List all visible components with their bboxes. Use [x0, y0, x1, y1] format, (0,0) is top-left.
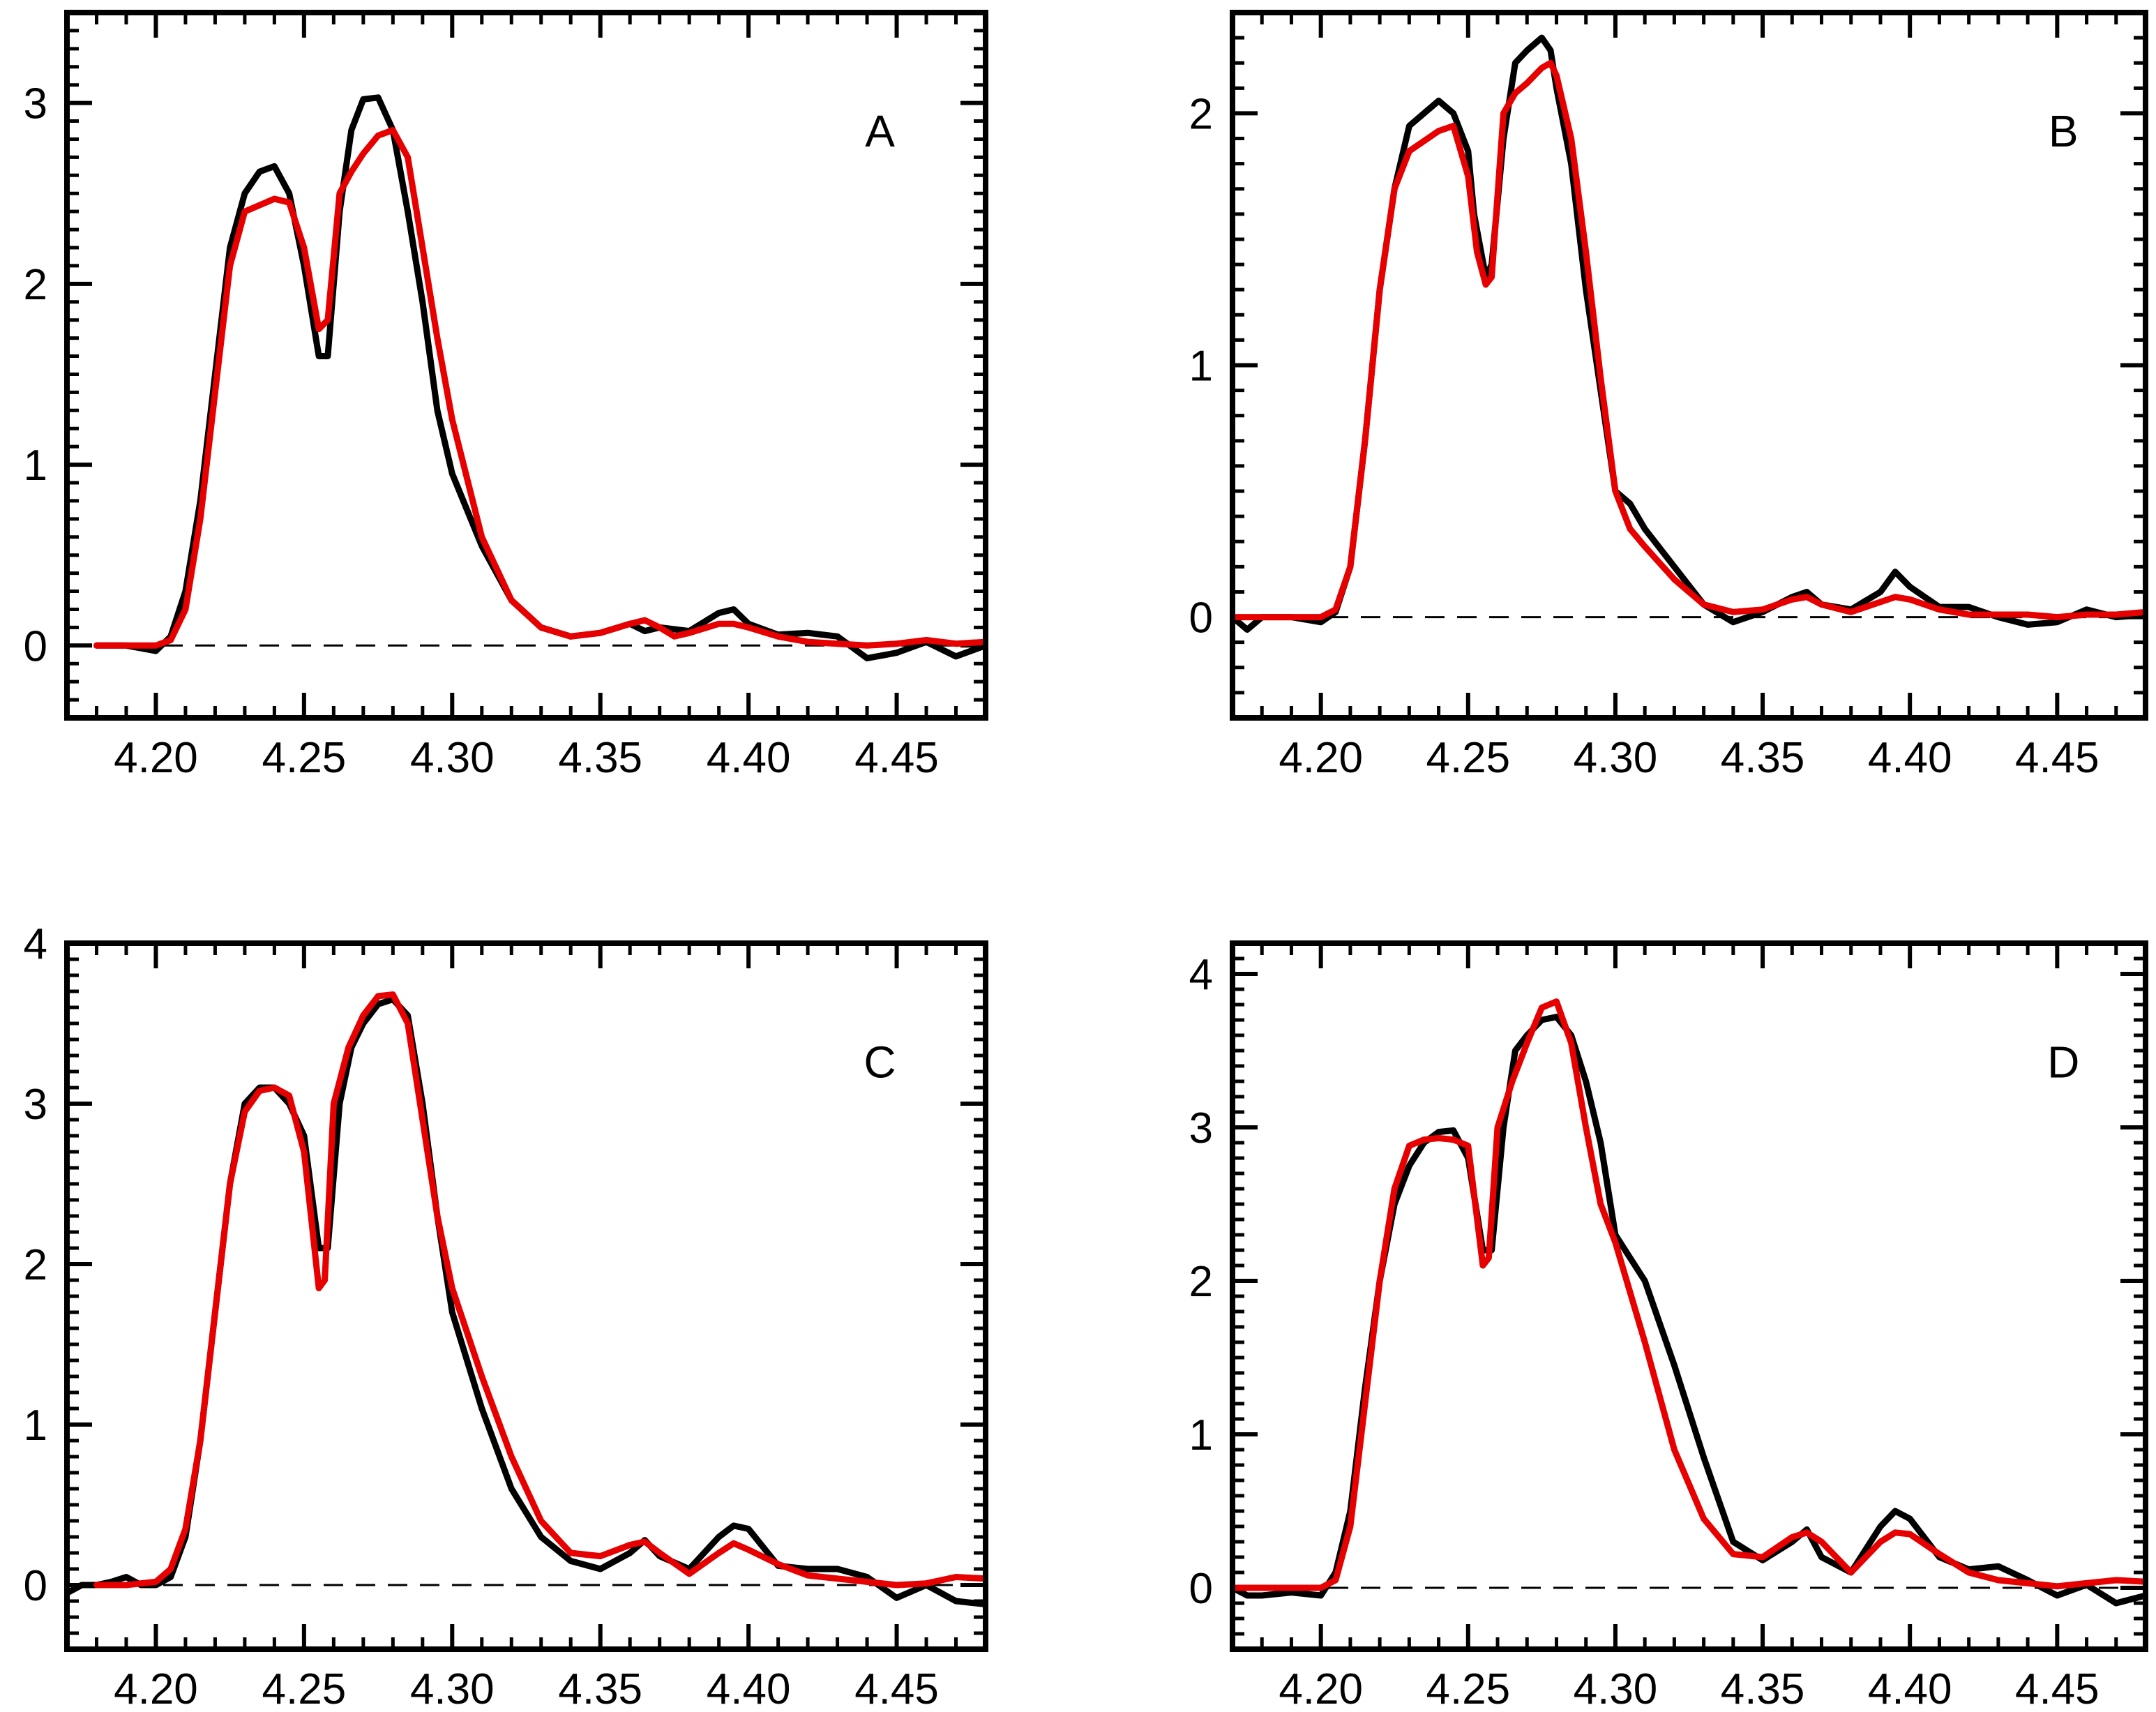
axes-frame [64, 940, 988, 1652]
y-tick-label: 2 [24, 261, 47, 309]
axes-frame [1230, 10, 2148, 721]
x-tick-label: 4.45 [2015, 1665, 2100, 1712]
x-tick-label: 4.45 [854, 734, 939, 782]
x-tick-label: 4.20 [1279, 1665, 1363, 1712]
x-tick-label: 4.35 [1721, 1665, 1805, 1712]
fit-series-line [93, 991, 986, 1589]
x-tick-label: 4.20 [114, 734, 198, 782]
x-tick-label: 4.40 [1868, 1665, 1952, 1712]
y-tick-label: 2 [1189, 1258, 1213, 1306]
x-tick-label: 4.35 [558, 734, 642, 782]
panel-a: 4.20 4.25 4.30 4.35 4.40 4.45 0 1 2 3 A [24, 10, 988, 782]
observed-series-line [67, 996, 986, 1608]
observed-series-line [1232, 34, 2146, 633]
y-tick-label: 4 [1189, 951, 1213, 999]
x-tick-label: 4.40 [1868, 734, 1952, 782]
x-tick-label: 4.25 [1426, 1665, 1510, 1712]
observed-series-line [93, 94, 986, 661]
y-tick-label: 2 [1189, 90, 1213, 138]
y-tick-label: 3 [1189, 1104, 1213, 1152]
y-tick-label: 0 [1189, 1565, 1213, 1613]
y-tick-label: 0 [24, 1562, 47, 1610]
y-tick-label: 1 [24, 442, 47, 490]
axes-frame [1230, 940, 2148, 1652]
x-tick-label: 4.30 [1574, 1665, 1658, 1712]
x-tick-label: 4.20 [114, 1665, 198, 1712]
panel-b: 4.20 4.25 4.30 4.35 4.40 4.45 0 1 2 B [1189, 10, 2148, 782]
panel-d: 4.20 4.25 4.30 4.35 4.40 4.45 0 1 2 3 4 D [1189, 940, 2148, 1712]
x-tick-label: 4.45 [854, 1665, 939, 1712]
x-tick-label: 4.25 [262, 734, 347, 782]
x-tick-label: 4.40 [707, 1665, 791, 1712]
y-tick-label: 2 [24, 1241, 47, 1289]
y-tick-label: 1 [1189, 1411, 1213, 1459]
axes-frame [64, 10, 988, 721]
x-tick-label: 4.35 [1721, 734, 1805, 782]
x-tick-label: 4.25 [262, 1665, 347, 1712]
fit-series-line [93, 127, 986, 649]
x-tick-label: 4.20 [1279, 734, 1363, 782]
y-tick-label: 3 [24, 1081, 47, 1129]
y-tick-label: 0 [24, 622, 47, 670]
minor-ticks [65, 941, 988, 1651]
x-tick-label: 4.25 [1426, 734, 1510, 782]
x-tick-label: 4.45 [2015, 734, 2100, 782]
x-tick-label: 4.35 [558, 1665, 642, 1712]
panel-annotation: C [864, 1037, 896, 1087]
x-tick-label: 4.40 [707, 734, 791, 782]
fit-series-line [1232, 998, 2146, 1591]
observed-series-line [1232, 1014, 2146, 1607]
x-tick-label: 4.30 [410, 734, 495, 782]
y-tick-label: 1 [1189, 343, 1213, 391]
y-tick-label: 1 [24, 1402, 47, 1450]
y-tick-label: 4 [24, 920, 47, 968]
panel-annotation: A [865, 106, 895, 156]
fit-series-line [1232, 59, 2146, 621]
panel-annotation: B [2049, 106, 2079, 156]
minor-ticks [1230, 941, 2148, 1651]
panel-c: 4.20 4.25 4.30 4.35 4.40 4.45 0 1 2 3 4 C [24, 920, 988, 1712]
x-tick-label: 4.30 [410, 1665, 495, 1712]
panel-annotation: D [2047, 1037, 2079, 1087]
y-tick-label: 3 [24, 80, 47, 128]
x-tick-label: 4.30 [1574, 734, 1658, 782]
y-tick-label: 0 [1189, 594, 1213, 643]
